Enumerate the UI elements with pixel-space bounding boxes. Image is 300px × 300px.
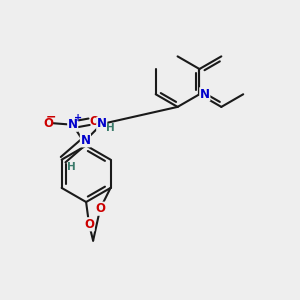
Text: N: N xyxy=(200,88,210,101)
Text: N: N xyxy=(68,118,78,131)
Text: −: − xyxy=(46,110,57,123)
Text: O: O xyxy=(43,117,53,130)
Text: O: O xyxy=(89,115,99,128)
Text: N: N xyxy=(97,118,107,130)
Text: +: + xyxy=(74,113,82,123)
Text: H: H xyxy=(67,162,76,172)
Text: N: N xyxy=(80,134,90,147)
Text: O: O xyxy=(95,202,105,215)
Text: H: H xyxy=(106,124,115,134)
Text: O: O xyxy=(84,218,94,231)
